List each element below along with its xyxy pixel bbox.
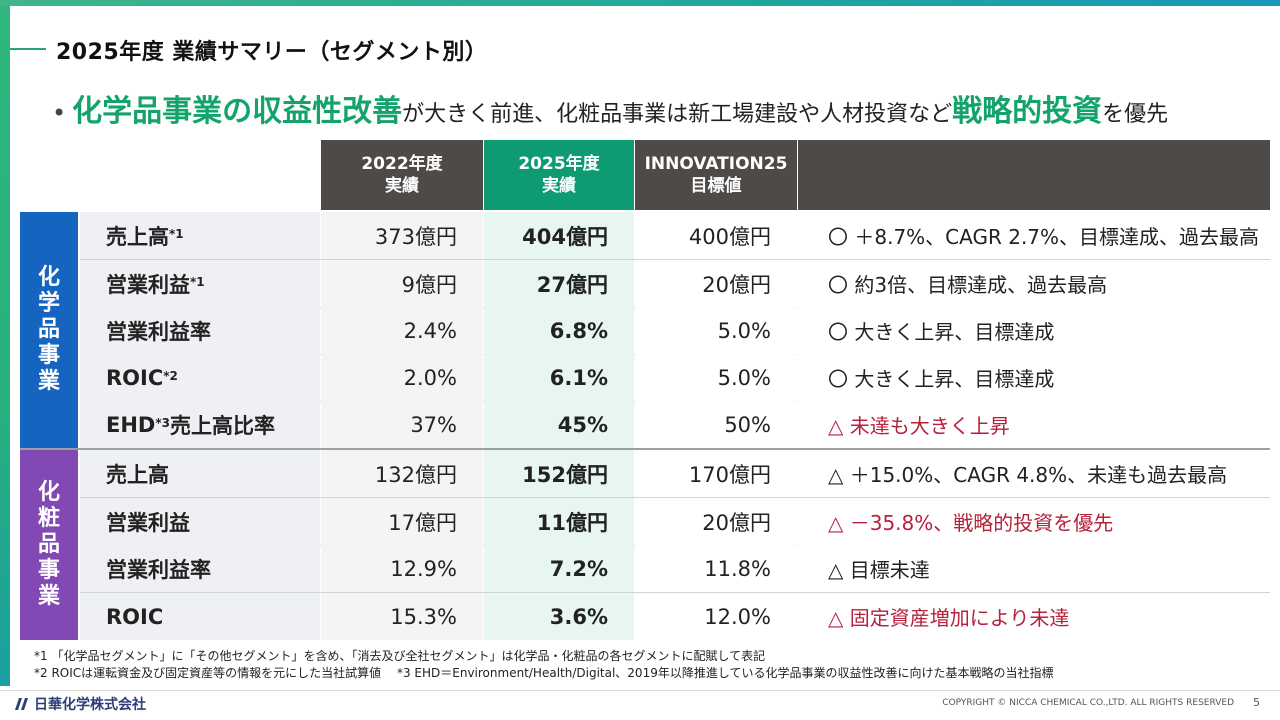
row-comment: 〇 大きく上昇、目標達成: [798, 354, 1270, 401]
value-2025: 152億円: [484, 450, 634, 497]
row-comment: 〇 大きく上昇、目標達成: [798, 307, 1270, 354]
header-2025-line1: 2025年度: [518, 154, 600, 174]
headline-highlight-1: 化学品事業の収益性改善: [72, 94, 403, 129]
value-2022: 12.9%: [321, 545, 483, 592]
value-target: 50%: [635, 401, 797, 448]
table-row: 営業利益率 2.4% 6.8% 5.0% 〇 大きく上昇、目標達成: [80, 307, 1270, 355]
table-row: 営業利益 *1 9億円 27億円 20億円 〇 約3倍、目標達成、過去最高: [80, 260, 1270, 308]
footnote-1: *1 「化学品セグメント」に「その他セグメント」を含め、「消去及び全社セグメント…: [34, 649, 766, 663]
row-label: ROIC: [80, 593, 320, 640]
table-row: 売上高 132億円 152億円 170億円 △ ＋15.0%、CAGR 4.8%…: [80, 450, 1270, 498]
row-comment: 〇 ＋8.7%、CAGR 2.7%、目標達成、過去最高: [798, 212, 1270, 259]
table-row: EHD *3 売上高比率 37% 45% 50% △ 未達も大きく上昇: [80, 401, 1270, 448]
segment-char: 業: [37, 584, 60, 609]
row-label: EHD *3 売上高比率: [80, 401, 320, 448]
value-2022: 132億円: [321, 450, 483, 497]
header-2022-line1: 2022年度: [361, 154, 443, 174]
table-row: 営業利益率 12.9% 7.2% 11.8% △ 目標未達: [80, 545, 1270, 593]
segment-char: 事: [37, 343, 60, 368]
top-accent-bar: [0, 0, 1280, 6]
row-comment: △ 未達も大きく上昇: [798, 401, 1270, 448]
row-label: 売上高: [80, 450, 320, 497]
footnote-2: *2 ROICは運転資金及び固定資産等の情報を元にした当社試算値 *3 EHD＝…: [34, 666, 1054, 680]
row-comment: 〇 約3倍、目標達成、過去最高: [798, 260, 1270, 307]
header-2022-line2: 実績: [385, 176, 419, 196]
value-2025: 6.1%: [484, 354, 634, 401]
row-comment: △ 目標未達: [798, 545, 1270, 592]
row-label: 営業利益率: [80, 545, 320, 592]
company-logo: 日華化学株式会社: [14, 694, 146, 714]
value-target: 12.0%: [635, 593, 797, 640]
value-2022: 373億円: [321, 212, 483, 259]
value-target: 170億円: [635, 450, 797, 497]
header-comment: [798, 140, 1270, 210]
headline-highlight-2: 戦略的投資: [952, 94, 1103, 129]
value-2025: 7.2%: [484, 545, 634, 592]
headline: • 化学品事業の収益性改善 が大きく前進、化粧品事業は新工場建設や人材投資など …: [52, 86, 1169, 129]
value-2022: 37%: [321, 401, 483, 448]
segment-char: 業: [37, 369, 60, 394]
row-label: 売上高 *1: [80, 212, 320, 259]
row-label: ROIC *2: [80, 354, 320, 401]
value-2025: 404億円: [484, 212, 634, 259]
value-target: 11.8%: [635, 545, 797, 592]
table-row: 売上高 *1 373億円 404億円 400億円 〇 ＋8.7%、CAGR 2.7…: [80, 212, 1270, 260]
segment-char: 粧: [37, 506, 60, 531]
table-row: ROIC 15.3% 3.6% 12.0% △ 固定資産増加により未達: [80, 593, 1270, 640]
segment-char: 化: [37, 265, 60, 290]
segment-char: 事: [37, 558, 60, 583]
value-target: 400億円: [635, 212, 797, 259]
value-2022: 17億円: [321, 498, 483, 545]
page-number: 5: [1253, 696, 1260, 709]
title-rule: [10, 48, 46, 50]
segment-cosmetics: 化 粧 品 事 業: [20, 450, 78, 640]
value-2025: 6.8%: [484, 307, 634, 354]
headline-text-1: が大きく前進、化粧品事業は新工場建設や人材投資など: [402, 102, 953, 127]
value-2025: 45%: [484, 401, 634, 448]
header-target-line2: 目標値: [690, 176, 742, 196]
value-2025: 3.6%: [484, 593, 634, 640]
segment-chemicals: 化 学 品 事 業: [20, 212, 78, 448]
nicca-logo-icon: [15, 698, 28, 710]
row-comment: △ －35.8%、戦略的投資を優先: [798, 498, 1270, 545]
row-comment: △ ＋15.0%、CAGR 4.8%、未達も過去最高: [798, 450, 1270, 497]
value-2022: 15.3%: [321, 593, 483, 640]
header-2025-line2: 実績: [542, 176, 576, 196]
header-target-line1: INNOVATION25: [644, 154, 788, 174]
value-2022: 2.4%: [321, 307, 483, 354]
value-2025: 11億円: [484, 498, 634, 545]
headline-text-2: を優先: [1102, 102, 1169, 127]
value-2022: 2.0%: [321, 354, 483, 401]
company-name: 日華化学株式会社: [34, 697, 146, 713]
value-target: 20億円: [635, 498, 797, 545]
left-accent-strip: [0, 6, 10, 686]
segment-char: 品: [37, 317, 60, 342]
segment-divider: [20, 448, 1270, 450]
header-target: INNOVATION25 目標値: [635, 140, 797, 210]
row-comment: △ 固定資産増加により未達: [798, 593, 1270, 640]
value-target: 20億円: [635, 260, 797, 307]
row-label: 営業利益 *1: [80, 260, 320, 307]
headline-bullet: •: [52, 99, 67, 127]
table-row: ROIC *2 2.0% 6.1% 5.0% 〇 大きく上昇、目標達成: [80, 354, 1270, 402]
page-title: 2025年度 業績サマリー（セグメント別）: [56, 40, 488, 65]
row-label: 営業利益率: [80, 307, 320, 354]
value-2022: 9億円: [321, 260, 483, 307]
header-2025: 2025年度 実績: [484, 140, 634, 210]
segment-char: 学: [37, 291, 60, 316]
row-label: 営業利益: [80, 498, 320, 545]
segment-char: 品: [37, 532, 60, 557]
value-2025: 27億円: [484, 260, 634, 307]
footer-separator: [0, 690, 1280, 691]
header-2022: 2022年度 実績: [321, 140, 483, 210]
value-target: 5.0%: [635, 307, 797, 354]
footnotes: *1 「化学品セグメント」に「その他セグメント」を含め、「消去及び全社セグメント…: [34, 648, 1053, 682]
segment-char: 化: [37, 480, 60, 505]
copyright: COPYRIGHT © NICCA CHEMICAL CO.,LTD. ALL …: [942, 698, 1234, 708]
value-target: 5.0%: [635, 354, 797, 401]
table-row: 営業利益 17億円 11億円 20億円 △ －35.8%、戦略的投資を優先: [80, 498, 1270, 546]
